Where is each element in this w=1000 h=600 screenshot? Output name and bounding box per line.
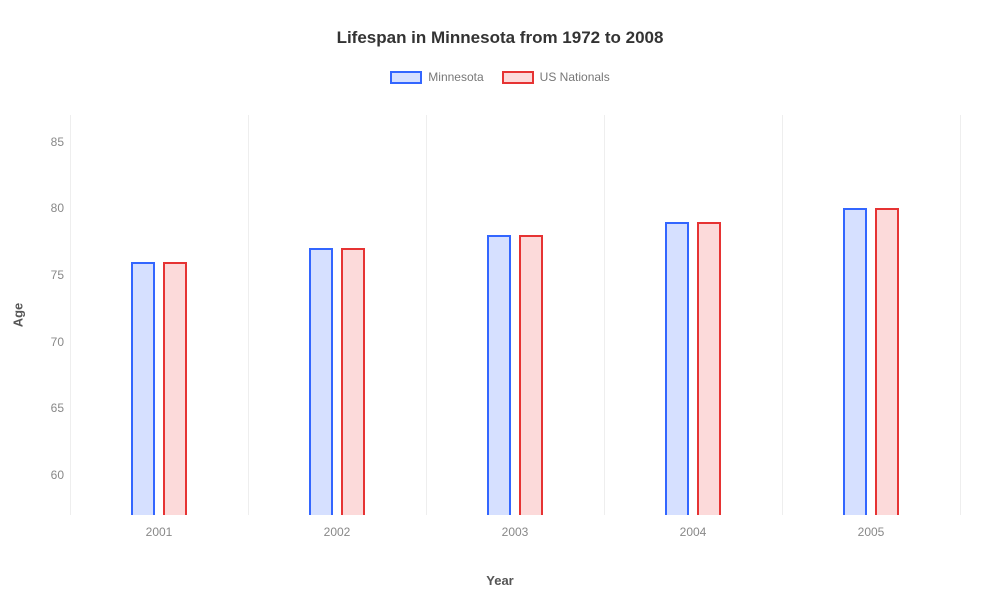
legend-swatch-usnationals	[502, 71, 534, 84]
bar	[519, 235, 543, 515]
bar	[163, 262, 187, 515]
legend-label-minnesota: Minnesota	[428, 70, 483, 84]
y-axis-label: Age	[11, 303, 26, 328]
grid-line	[604, 115, 605, 515]
legend-swatch-minnesota	[390, 71, 422, 84]
y-tick: 85	[34, 135, 64, 149]
bar	[697, 222, 721, 515]
x-axis-label: Year	[486, 573, 513, 588]
y-tick: 60	[34, 468, 64, 482]
grid-line	[70, 115, 71, 515]
grid-line	[782, 115, 783, 515]
legend-label-usnationals: US Nationals	[540, 70, 610, 84]
y-tick: 80	[34, 201, 64, 215]
x-tick: 2004	[680, 525, 707, 539]
legend: Minnesota US Nationals	[0, 70, 1000, 84]
bar	[487, 235, 511, 515]
y-tick: 65	[34, 401, 64, 415]
y-tick: 70	[34, 335, 64, 349]
x-tick: 2001	[146, 525, 173, 539]
bar	[875, 208, 899, 515]
chart-container: Lifespan in Minnesota from 1972 to 2008 …	[0, 0, 1000, 600]
bar	[131, 262, 155, 515]
grid-line	[960, 115, 961, 515]
x-tick: 2003	[502, 525, 529, 539]
y-tick: 75	[34, 268, 64, 282]
chart-title: Lifespan in Minnesota from 1972 to 2008	[0, 0, 1000, 48]
legend-item-minnesota: Minnesota	[390, 70, 483, 84]
bar	[843, 208, 867, 515]
grid-line	[426, 115, 427, 515]
bar	[665, 222, 689, 515]
x-tick: 2005	[858, 525, 885, 539]
plot-area: 60657075808520012002200320042005	[70, 115, 960, 515]
x-tick: 2002	[324, 525, 351, 539]
bar	[341, 248, 365, 515]
bar	[309, 248, 333, 515]
legend-item-usnationals: US Nationals	[502, 70, 610, 84]
grid-line	[248, 115, 249, 515]
